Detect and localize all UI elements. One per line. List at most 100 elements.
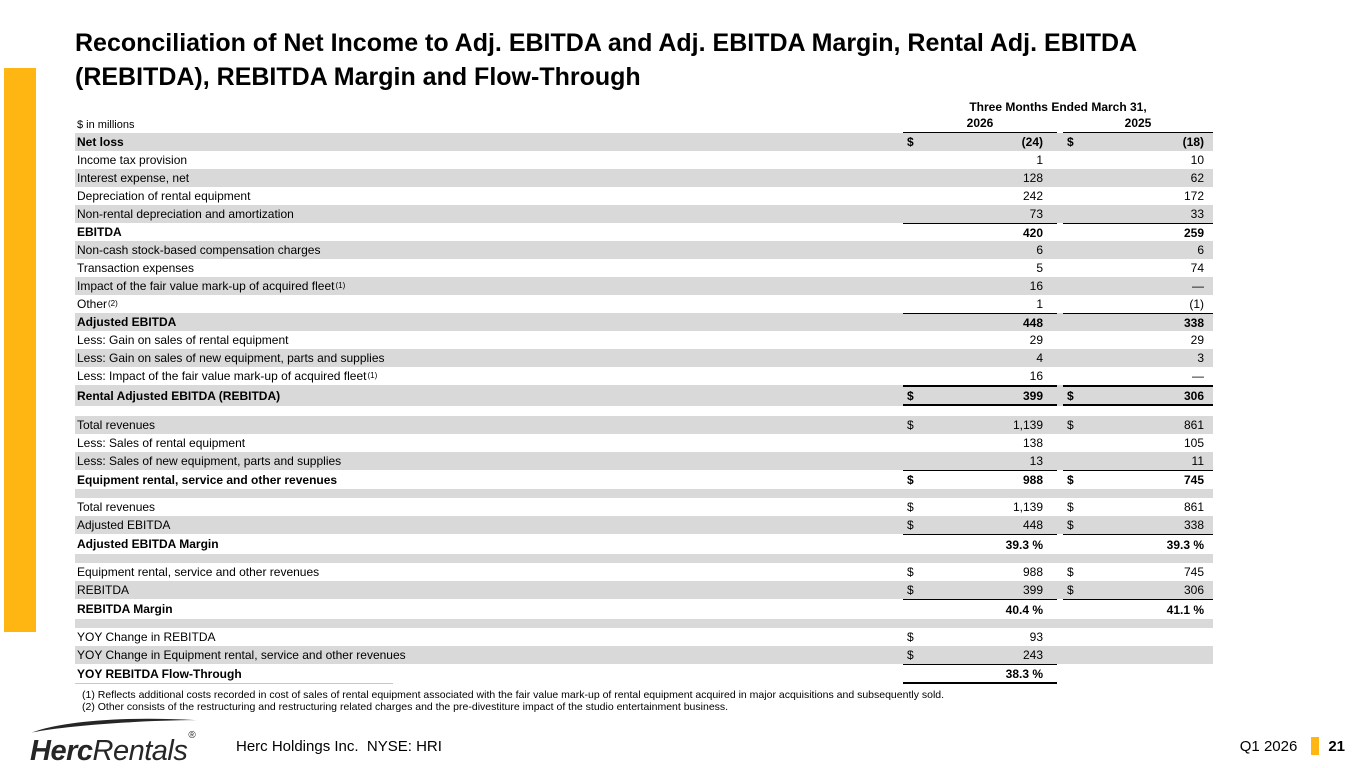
page-title: Reconciliation of Net Income to Adj. EBI…: [75, 29, 1137, 91]
value-cell-2026: 16: [903, 367, 1057, 385]
table-rows: Net loss $ (24) $ (18) Income tax provision 1 1…: [75, 133, 1213, 684]
value-cell-2026: 1: [903, 151, 1057, 169]
row-label: Adjusted EBITDA: [77, 518, 171, 532]
cell-value: 41.1 %: [1166, 602, 1204, 617]
value-cell-2025: —: [1063, 277, 1213, 295]
value-cell-2026: 138: [903, 434, 1057, 452]
cell-value: 988: [1022, 565, 1043, 579]
cell-value: 1,139: [1012, 418, 1043, 432]
cell-value: 988: [1022, 473, 1043, 487]
value-cell-2025: $745: [1063, 563, 1213, 581]
row-label: Impact of the fair value mark-up of acqu…: [77, 279, 346, 293]
value-cell-2026: 6: [903, 241, 1057, 259]
cell-value: 1: [1036, 153, 1043, 167]
value-cell-2026: 38.3 %: [903, 664, 1057, 684]
cell-value: (1): [1189, 297, 1204, 311]
logo-text: HercRentals®: [30, 730, 196, 768]
cell-value: 306: [1183, 583, 1204, 597]
table-row: Less: Gain on sales of new equipment, pa…: [75, 349, 1213, 367]
table-row: REBITDA Margin 40.4 % 41.1 %: [75, 599, 1213, 619]
value-cell-2025: [1063, 628, 1213, 646]
period-header: Three Months Ended March 31,: [969, 100, 1147, 114]
value-cell-2025: 33: [1063, 205, 1213, 223]
value-cell-2025: $306: [1063, 581, 1213, 599]
value-cell-2025: 172: [1063, 187, 1213, 205]
value-cell-2025: $745: [1063, 470, 1213, 489]
table-spacer-row: [75, 406, 1213, 416]
table-spacer-row: [75, 489, 1213, 498]
table-row: YOY Change in REBITDA $93: [75, 628, 1213, 646]
cell-value: 16: [1029, 369, 1043, 383]
table-row: Total revenues $1,139 $861: [75, 416, 1213, 434]
dollar-sign: $: [907, 500, 914, 514]
value-cell-2026: 39.3 %: [903, 534, 1057, 554]
table-row: Adjusted EBITDA 448 338: [75, 313, 1213, 331]
row-label: Adjusted EBITDA Margin: [77, 537, 219, 551]
value-cell-2025: [1063, 664, 1213, 684]
table-row: Net loss $ (24) $ (18): [75, 133, 1213, 151]
table-row: Depreciation of rental equipment 242 172: [75, 187, 1213, 205]
table-header: $ in millions Three Months Ended March 3…: [75, 100, 1213, 133]
value-cell-2025: —: [1063, 367, 1213, 385]
left-accent-bar: [4, 68, 36, 632]
footnotes: (1) Reflects additional costs recorded i…: [82, 689, 1222, 713]
cell-value: 33: [1190, 207, 1204, 221]
cell-value: 13: [1029, 454, 1043, 468]
cell-value: —: [1192, 279, 1204, 293]
value-cell-2026: $ (24): [903, 133, 1057, 151]
cell-value: 448: [1022, 518, 1043, 532]
row-label: Equipment rental, service and other reve…: [77, 565, 320, 579]
value-cell-2026: 1: [903, 295, 1057, 313]
column-header-2025: 2025: [1063, 116, 1213, 133]
table-spacer-row: [75, 554, 1213, 563]
dollar-sign: $: [907, 565, 914, 579]
row-label: Less: Sales of rental equipment: [77, 436, 246, 450]
row-label: Non-rental depreciation and amortization: [77, 207, 294, 221]
cell-value: 11: [1191, 454, 1204, 468]
cell-value: 16: [1029, 279, 1043, 293]
table-row: Interest expense, net 128 62: [75, 169, 1213, 187]
table-row: Non-cash stock-based compensation charge…: [75, 241, 1213, 259]
table-row: YOY REBITDA Flow-Through 38.3 %: [75, 664, 1213, 684]
row-label: Rental Adjusted EBITDA (REBITDA): [77, 388, 281, 403]
dollar-sign: $: [1067, 500, 1074, 514]
cell-value: 399: [1022, 388, 1043, 403]
dollar-sign: $: [907, 418, 914, 432]
row-label: Adjusted EBITDA: [77, 315, 177, 329]
row-label: YOY Change in REBITDA: [77, 630, 216, 644]
value-cell-2026: $988: [903, 563, 1057, 581]
dollar-sign: $: [907, 583, 914, 597]
table-row: EBITDA 420 259: [75, 223, 1213, 241]
cell-value: 399: [1022, 583, 1043, 597]
value-cell-2026: 448: [903, 313, 1057, 331]
value-cell-2025: 6: [1063, 241, 1213, 259]
value-cell-2026: $988: [903, 470, 1057, 489]
row-label: Other (2): [77, 297, 118, 311]
value-cell-2026: 5: [903, 259, 1057, 277]
table-row: Equipment rental, service and other reve…: [75, 470, 1213, 489]
value-cell-2026: 40.4 %: [903, 599, 1057, 619]
value-cell-2026: $399: [903, 581, 1057, 599]
logo-text-light: Rentals: [92, 735, 188, 767]
cell-value: —: [1192, 369, 1204, 383]
dollar-sign: $: [907, 648, 914, 662]
units-label: $ in millions: [77, 119, 135, 131]
value-cell-2026: 16: [903, 277, 1057, 295]
cell-value: 4: [1036, 351, 1043, 365]
row-label: Transaction expenses: [77, 261, 194, 275]
table-row: YOY Change in Equipment rental, service …: [75, 646, 1213, 664]
dollar-sign: $: [907, 518, 914, 532]
cell-value: 40.4 %: [1005, 602, 1043, 617]
cell-value: 306: [1183, 388, 1204, 403]
cell-value: 1: [1036, 297, 1043, 311]
row-label: Depreciation of rental equipment: [77, 189, 251, 203]
row-label: Non-cash stock-based compensation charge…: [77, 243, 321, 257]
value-cell-2025: 29: [1063, 331, 1213, 349]
cell-value: 5: [1036, 261, 1043, 275]
value-cell-2025: $306: [1063, 385, 1213, 406]
value-cell-2025: 338: [1063, 313, 1213, 331]
dollar-sign: $: [907, 630, 914, 644]
dollar-sign: $: [1067, 473, 1074, 487]
table-row: Less: Sales of rental equipment 138 105: [75, 434, 1213, 452]
value-cell-2026: 13: [903, 452, 1057, 470]
